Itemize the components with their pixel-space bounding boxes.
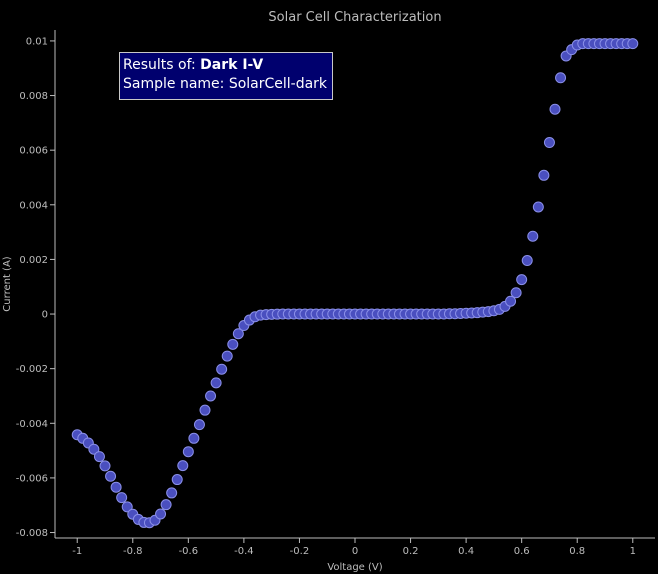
y-tick-label: -0.002: [16, 364, 48, 375]
data-point: [160, 499, 172, 511]
y-tick-label: 0.008: [19, 91, 48, 102]
x-tick-label: -0.4: [234, 546, 254, 557]
y-axis-label: Current (A): [2, 256, 13, 311]
data-point: [216, 363, 228, 375]
x-tick-label: 0.2: [403, 546, 419, 557]
x-tick-label: 0.4: [458, 546, 474, 557]
x-tick-label: 0.6: [514, 546, 530, 557]
results-prefix: Results of:: [123, 57, 201, 73]
data-point: [521, 255, 533, 267]
x-tick-label: -0.2: [290, 546, 310, 557]
data-point: [171, 474, 183, 486]
data-point: [510, 287, 522, 299]
y-tick-label: 0.002: [19, 255, 48, 266]
axes: -1 -0.8 -0.6 -0.4 -0.2 0 0.2 0.4 0.6 0.8 1 0.01 0.00…: [16, 30, 655, 557]
data-point: [88, 443, 100, 455]
data-point: [188, 432, 200, 444]
results-value: Dark I-V: [200, 57, 264, 73]
x-axis-label: Voltage (V): [327, 562, 382, 573]
data-point: [210, 377, 222, 389]
data-point: [99, 460, 111, 472]
data-point: [93, 451, 105, 463]
data-point: [538, 169, 550, 181]
results-line: Results of: Dark I-V: [123, 56, 332, 75]
data-point: [105, 470, 117, 482]
data-point: [121, 501, 133, 513]
data-point: [505, 295, 517, 307]
data-point: [232, 328, 244, 340]
data-point: [177, 460, 189, 472]
sample-name-line: Sample name: SolarCell-dark: [123, 76, 328, 92]
data-points: [71, 38, 639, 529]
data-point: [555, 72, 567, 84]
y-tick-label: 0.01: [26, 36, 48, 47]
data-point: [155, 508, 167, 520]
data-point: [527, 230, 539, 242]
y-tick-label: 0: [42, 310, 48, 321]
data-point: [627, 38, 639, 50]
data-point: [166, 487, 178, 499]
data-point: [199, 404, 211, 416]
x-tick-label: 1: [630, 546, 636, 557]
y-tick-label: -0.008: [16, 528, 48, 539]
data-point: [549, 103, 561, 115]
data-point: [543, 137, 555, 149]
x-tick-label: -1: [72, 546, 82, 557]
y-tick-label: -0.006: [16, 473, 48, 484]
y-tick-label: -0.004: [16, 419, 48, 430]
data-point: [532, 201, 544, 213]
y-tick-label: 0.006: [19, 146, 48, 157]
x-tick-label: 0.8: [569, 546, 585, 557]
data-point: [110, 481, 122, 493]
x-tick-label: -0.8: [123, 546, 143, 557]
y-tick-label: 0.004: [19, 200, 48, 211]
data-point: [116, 492, 128, 504]
results-info-box: Results of: Dark I-V Sample name: SolarC…: [119, 52, 333, 100]
x-tick-label: 0: [352, 546, 358, 557]
data-point: [182, 446, 194, 458]
x-tick-label: -0.6: [179, 546, 199, 557]
data-point: [516, 274, 528, 286]
data-point: [221, 350, 233, 362]
chart-title: Solar Cell Characterization: [268, 10, 441, 25]
data-point: [227, 338, 239, 350]
data-point: [205, 390, 217, 402]
data-point: [193, 419, 205, 431]
